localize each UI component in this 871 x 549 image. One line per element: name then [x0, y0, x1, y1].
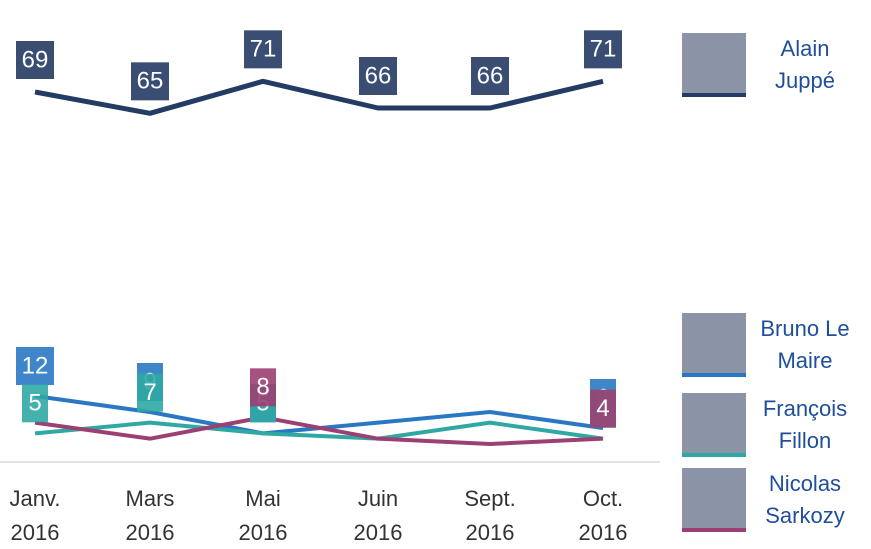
data-label: 66 [477, 62, 504, 89]
data-label-box [131, 62, 169, 101]
data-label: 5 [28, 390, 41, 417]
series-line [34, 78, 604, 116]
x-tick-label: Sept. 2016 [464, 486, 516, 545]
data-label: 71 [590, 36, 617, 63]
x-tick-label: Oct. 2016 [578, 486, 628, 545]
legend-swatch [682, 373, 746, 377]
data-label-box [16, 347, 54, 385]
legend-label: Alain Juppé [775, 36, 835, 93]
data-label: 69 [22, 46, 49, 73]
legend-label: François Fillon [762, 396, 848, 453]
data-label: 66 [365, 62, 392, 89]
data-label: 71 [250, 36, 277, 63]
x-tick-label: Mai 2016 [238, 486, 288, 545]
legend-photo [682, 33, 746, 97]
legend-label: Nicolas Sarkozy [765, 471, 845, 528]
data-label-box [250, 368, 276, 407]
series-line [34, 415, 604, 446]
x-tick-label: Janv. 2016 [9, 486, 61, 545]
data-label-box [590, 389, 616, 428]
legend-photo [682, 468, 746, 532]
legend-swatch [682, 93, 746, 97]
data-label: 4 [596, 395, 609, 422]
legend-photo [682, 393, 746, 457]
series-line [34, 420, 604, 441]
legend-swatch [682, 453, 746, 457]
x-tick-label: Juin 2016 [353, 486, 403, 545]
data-label-box [137, 373, 163, 412]
data-label: 7 [143, 379, 156, 406]
data-label-box [244, 30, 282, 69]
data-label: 12 [22, 352, 49, 379]
data-label-box [22, 384, 48, 423]
data-label-box [16, 41, 54, 79]
data-label-box [471, 57, 509, 95]
legend-swatch [682, 528, 746, 532]
data-label: 8 [256, 374, 269, 401]
data-label: 65 [137, 68, 164, 95]
legend-photo [682, 313, 746, 377]
data-label-box [359, 57, 397, 95]
legend-label: Bruno Le Maire [760, 316, 850, 373]
x-tick-label: Mars 2016 [125, 486, 175, 545]
data-label-box [584, 30, 622, 69]
